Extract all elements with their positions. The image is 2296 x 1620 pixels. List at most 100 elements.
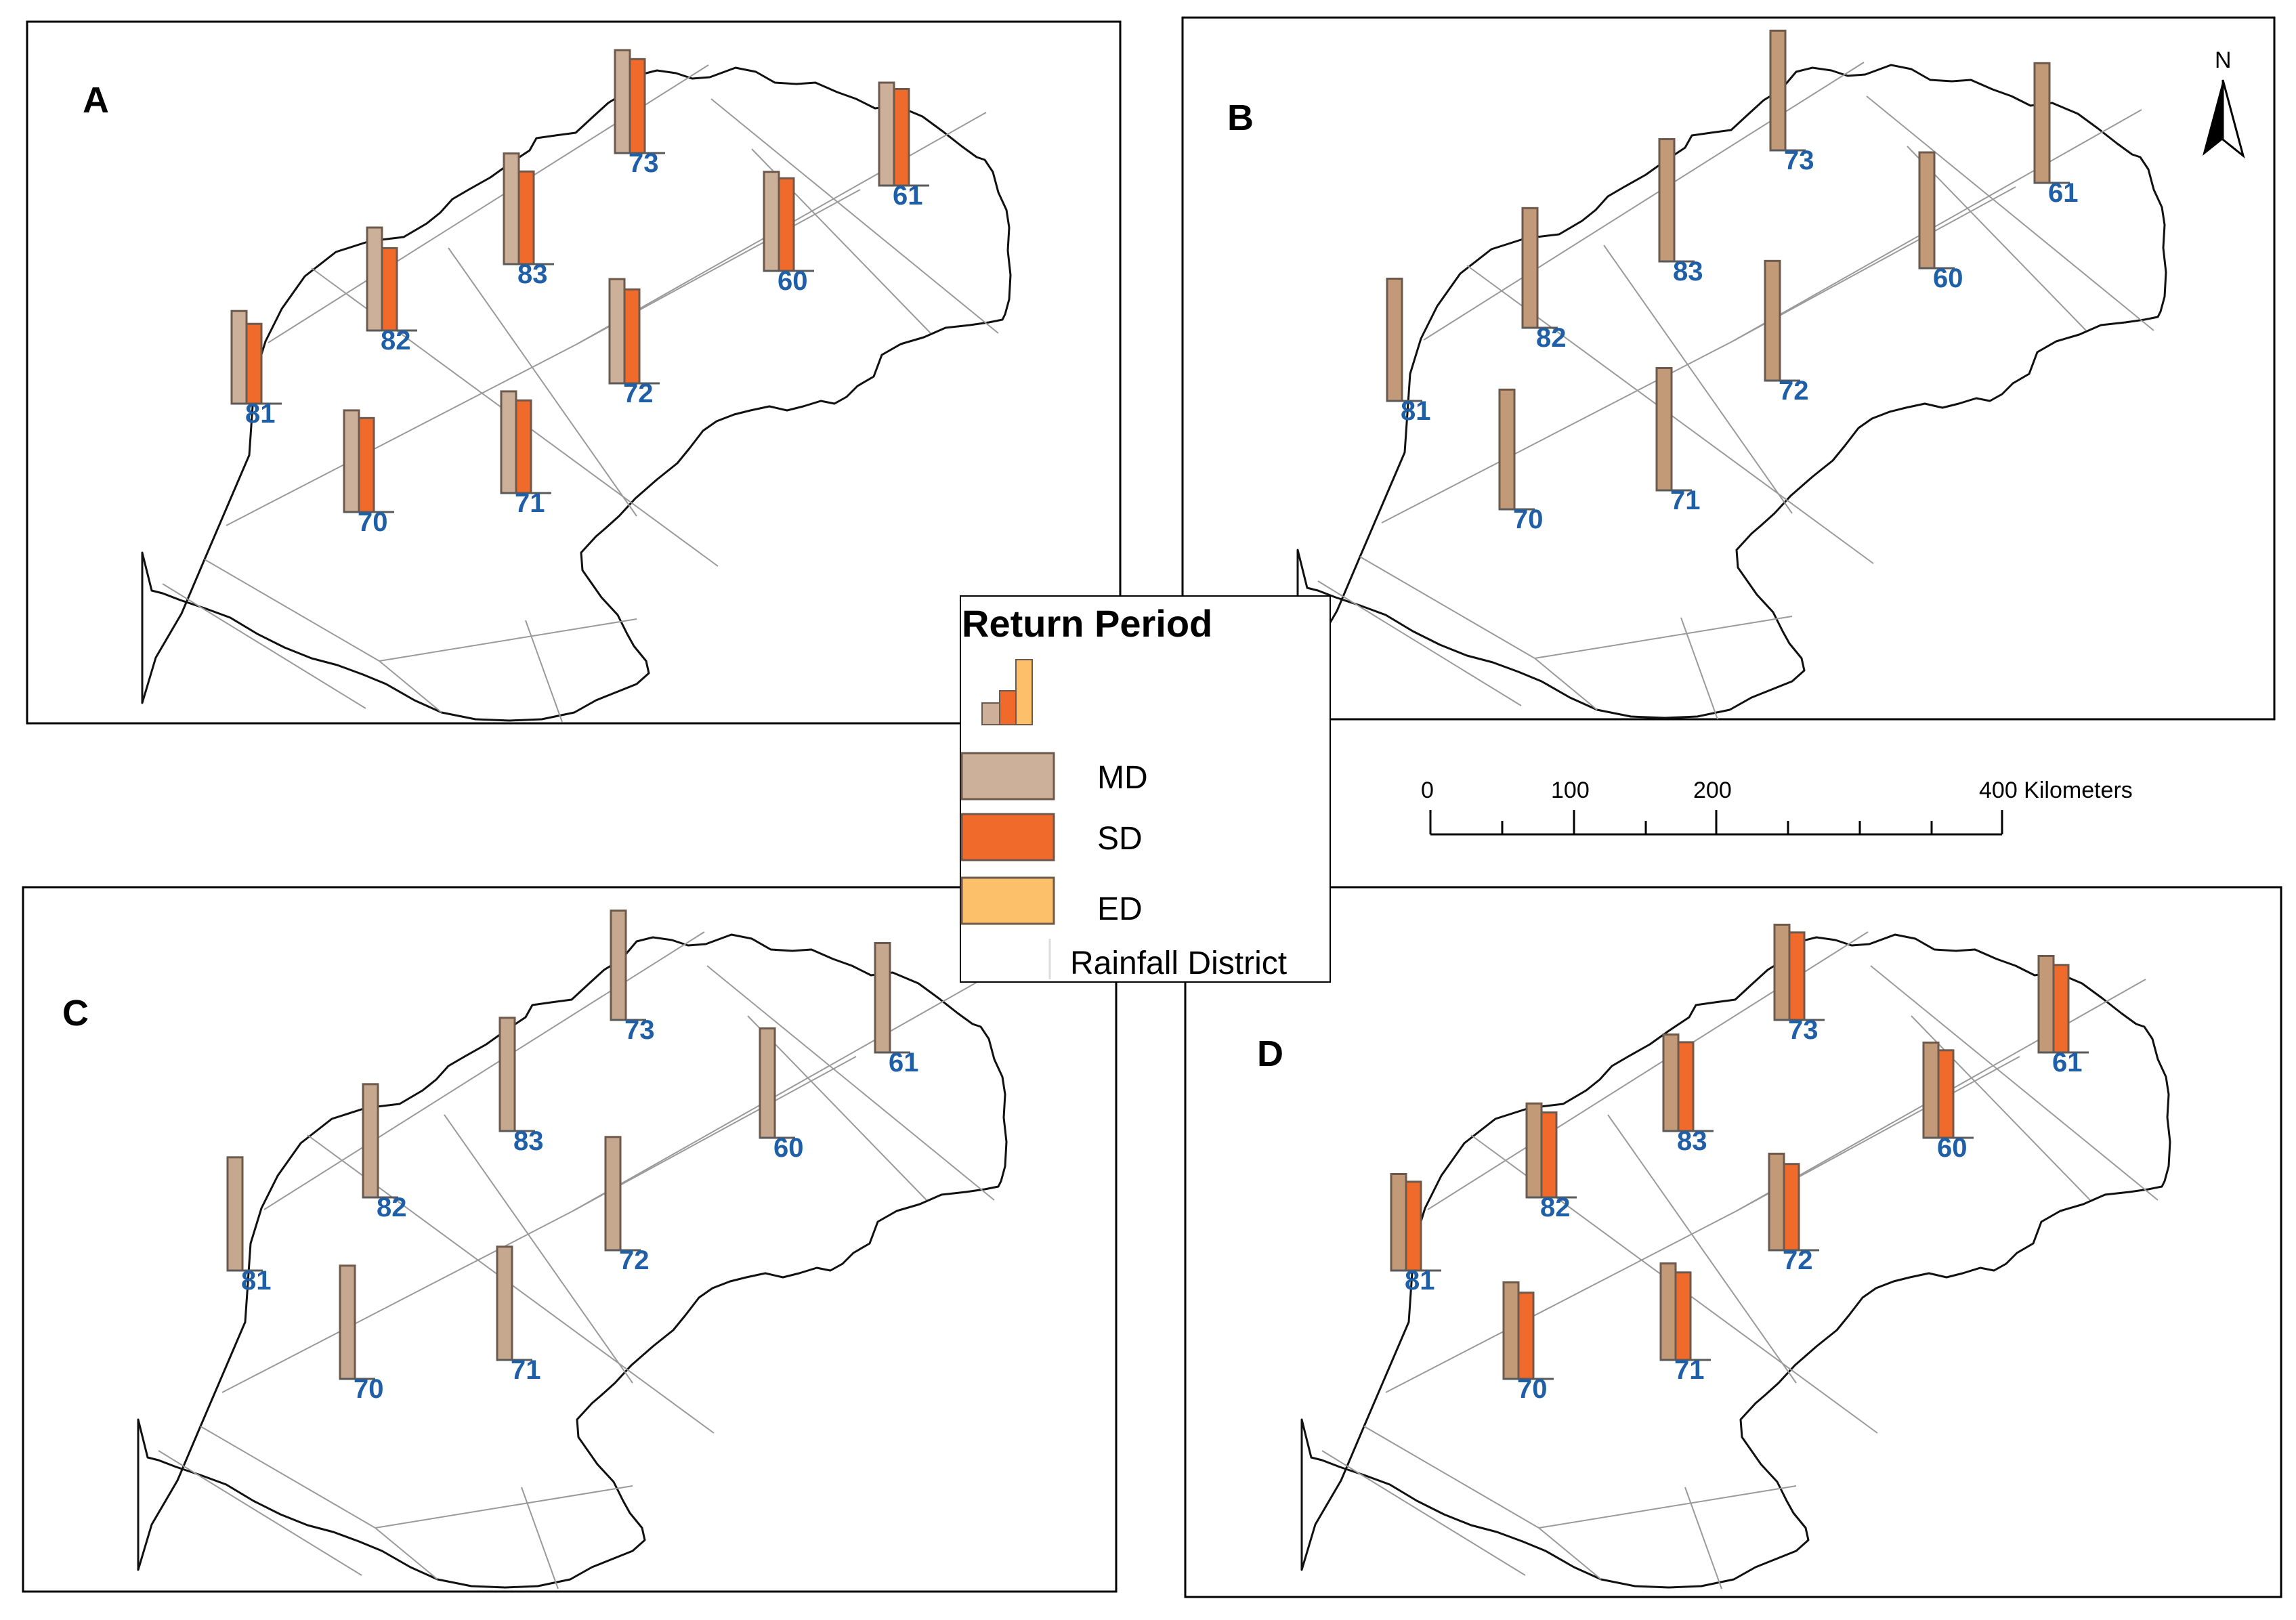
district-label: 81 <box>241 1266 272 1296</box>
scale-tick-label-200: 200 <box>1693 777 1732 803</box>
district-label: 73 <box>629 148 659 178</box>
legend-label-district: Rainfall District <box>1070 945 1287 981</box>
bar-d-73-md <box>1773 923 1791 1021</box>
bar-d-70-sd <box>1517 1292 1535 1380</box>
bar-c-71-md <box>496 1245 513 1361</box>
bar-a-71-md <box>500 390 517 494</box>
bar-d-81-md <box>1390 1173 1407 1272</box>
bar-c-72-md <box>604 1136 622 1252</box>
bar-c-70-md <box>339 1264 356 1380</box>
bar-a-83-md <box>503 152 520 265</box>
district-label: 72 <box>623 379 654 408</box>
legend-swatch-md <box>960 752 1055 801</box>
bar-d-82-md <box>1525 1102 1543 1199</box>
panel-d-bars: 81 82 83 73 60 61 70 71 72 <box>1390 923 2089 1404</box>
bar-b-61-md <box>2033 62 2051 184</box>
district-label: 83 <box>513 1126 544 1156</box>
bar-d-83-sd <box>1677 1041 1695 1132</box>
district-label: 61 <box>2048 178 2079 208</box>
panel-letter-a: A <box>83 80 109 121</box>
district-label: 61 <box>889 1048 919 1078</box>
bar-d-83-md <box>1662 1033 1680 1132</box>
legend-label-md: MD <box>1097 760 1148 796</box>
bar-a-82-md <box>366 226 383 332</box>
bar-d-72-sd <box>1783 1163 1800 1252</box>
scale-bar: 0 100 200 400 Kilometers <box>1421 777 2133 836</box>
bar-a-72-md <box>608 278 626 385</box>
bar-b-71-md <box>1655 367 1673 492</box>
bar-a-61-md <box>878 81 895 187</box>
panel-frame-b <box>1181 16 2276 721</box>
bar-a-71-sd <box>515 399 532 494</box>
bar-d-60-md <box>1922 1041 1940 1139</box>
district-label: 72 <box>1783 1245 1813 1275</box>
bar-a-83-sd <box>517 170 535 265</box>
district-label: 82 <box>1536 323 1567 353</box>
bars-layer: 81 82 83 73 60 61 70 71 72 81 82 83 73 60 61 70 71 72 81 82… <box>226 29 2089 1404</box>
bar-d-81-sd <box>1405 1180 1422 1272</box>
district-label: 61 <box>2052 1048 2083 1078</box>
bar-b-73-md <box>1769 29 1787 152</box>
district-label: 70 <box>1513 505 1544 534</box>
district-label: 71 <box>515 488 545 518</box>
bar-d-61-sd <box>2052 964 2070 1054</box>
district-label: 82 <box>1540 1193 1571 1222</box>
bar-d-70-md <box>1502 1281 1520 1380</box>
bar-c-60-md <box>759 1027 776 1139</box>
district-label: 72 <box>619 1245 650 1275</box>
bar-b-72-md <box>1764 259 1781 382</box>
bar-b-83-md <box>1658 138 1676 263</box>
north-label: N <box>2215 47 2232 73</box>
scale-tick-label-0: 0 <box>1421 777 1434 803</box>
legend-swatch-sd <box>960 813 1055 861</box>
legend-title: Return Period <box>962 602 1212 645</box>
panel-b-bars: 81 82 83 73 60 61 70 71 72 <box>1386 29 2079 534</box>
scale-tick-label-400: 400 Kilometers <box>1979 777 2133 803</box>
bar-b-70-md <box>1498 388 1516 511</box>
district-label: 71 <box>511 1355 541 1385</box>
north-arrow-icon <box>2203 80 2223 156</box>
legend-bar-symbol-icon <box>981 659 1033 725</box>
panel-frame-d <box>1184 886 2282 1598</box>
bar-b-81-md <box>1386 278 1403 402</box>
bar-a-73-md <box>614 49 631 154</box>
panel-letter-d: D <box>1257 1033 1283 1074</box>
bar-a-70-md <box>343 409 360 513</box>
district-label: 71 <box>1670 486 1701 515</box>
district-label: 60 <box>778 266 808 296</box>
bar-d-82-sd <box>1540 1111 1558 1199</box>
district-label: 81 <box>245 399 276 429</box>
bar-d-72-md <box>1768 1153 1785 1252</box>
bar-b-60-md <box>1918 151 1936 270</box>
district-label: 83 <box>517 259 548 289</box>
scale-tick-label-100: 100 <box>1551 777 1590 803</box>
district-label: 83 <box>1677 1126 1707 1156</box>
bar-a-70-sd <box>358 417 375 513</box>
district-label: 71 <box>1674 1355 1705 1385</box>
panel-letter-c: C <box>62 993 89 1033</box>
bar-d-73-sd <box>1788 931 1806 1021</box>
legend-label-sd: SD <box>1097 821 1143 857</box>
legend-swatch-ed <box>960 876 1055 925</box>
bar-c-81-md <box>226 1156 244 1272</box>
bar-d-60-sd <box>1937 1049 1955 1139</box>
district-label: 70 <box>1517 1374 1548 1404</box>
panel-frame-c <box>22 886 1118 1593</box>
bar-d-71-sd <box>1674 1271 1692 1361</box>
district-label: 81 <box>1401 396 1431 426</box>
bar-a-81-md <box>230 310 248 405</box>
district-label: 73 <box>624 1015 655 1045</box>
panel-c-bars: 81 82 83 73 60 61 70 71 72 <box>226 910 919 1404</box>
bar-a-60-md <box>763 171 780 272</box>
district-label: 60 <box>1937 1133 1968 1163</box>
bar-d-71-md <box>1659 1262 1677 1361</box>
north-arrow: N <box>2203 47 2245 159</box>
district-label: 72 <box>1779 376 1809 406</box>
district-label: 82 <box>381 326 411 356</box>
bar-a-73-sd <box>629 58 646 154</box>
bar-a-81-sd <box>245 322 263 405</box>
district-label: 83 <box>1673 257 1703 286</box>
panel-frame-a <box>26 20 1122 725</box>
legend-label-ed: ED <box>1097 891 1143 927</box>
